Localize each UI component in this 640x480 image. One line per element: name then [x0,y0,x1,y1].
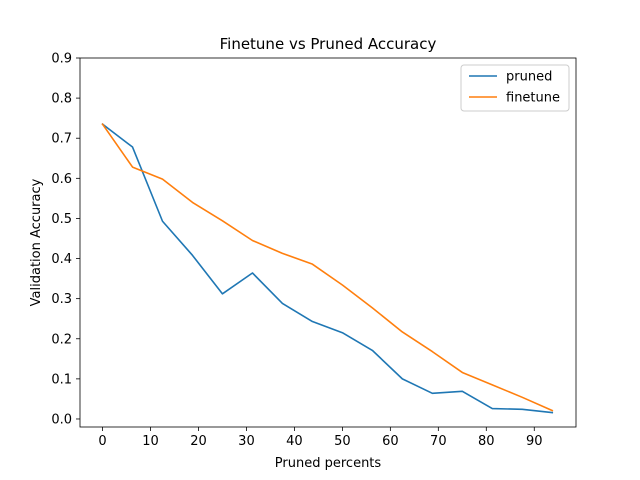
x-tick-label: 90 [526,434,543,449]
y-tick-label: 0.7 [51,132,72,147]
legend-label-pruned: pruned [506,70,552,85]
legend: pruned finetune [460,64,570,112]
x-tick-label: 50 [334,434,351,449]
series-line-pruned [101,123,554,414]
chart-title: Finetune vs Pruned Accuracy [220,35,437,53]
plot-frame [79,57,577,428]
axis-ticks: 0 10 20 30 40 50 60 70 80 90 0.0 0.1 0.2 0.3 0.4 0.5 0.6… [51,52,542,450]
x-tick-label: 20 [190,434,207,449]
y-tick-label: 0.1 [51,372,72,387]
y-tick-label: 0.4 [51,252,72,267]
x-tick-label: 80 [478,434,495,449]
y-tick-label: 0.6 [51,172,72,187]
y-tick-label: 0.2 [51,332,72,347]
y-tick-label: 0.3 [51,292,72,307]
x-tick-label: 40 [286,434,303,449]
x-tick-label: 30 [238,434,255,449]
y-tick-label: 0.0 [51,412,72,427]
series-line-finetune [101,123,554,412]
y-axis-label: Validation Accuracy [29,178,44,306]
legend-label-finetune: finetune [506,91,560,106]
x-tick-label: 70 [430,434,447,449]
x-tick-label: 60 [382,434,399,449]
y-tick-label: 0.9 [51,52,72,67]
x-axis-label: Pruned percents [275,456,382,471]
y-tick-label: 0.8 [51,92,72,107]
y-tick-label: 0.5 [51,212,72,227]
x-tick-label: 0 [98,434,106,449]
plot-area [101,123,554,414]
x-tick-label: 10 [142,434,159,449]
